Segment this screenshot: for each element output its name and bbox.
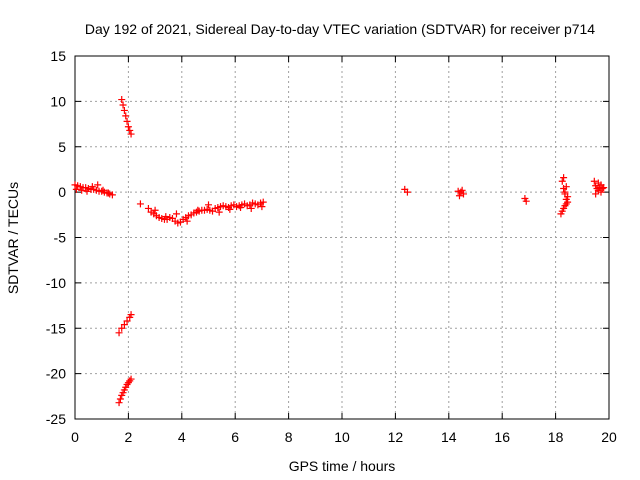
data-point	[116, 395, 124, 403]
data-point	[247, 204, 255, 212]
data-point	[127, 375, 135, 383]
data-point	[590, 177, 598, 185]
data-point	[564, 198, 572, 206]
data-point	[172, 210, 180, 218]
x-tick-label: 10	[334, 429, 350, 445]
data-point	[459, 190, 467, 198]
x-axis-label: GPS time / hours	[289, 458, 396, 474]
data-point	[124, 123, 132, 131]
y-axis-label: SDTVAR / TECUs	[5, 182, 21, 294]
segment-5	[144, 198, 267, 227]
data-points	[71, 96, 608, 407]
x-tick-label: 0	[71, 429, 79, 445]
segment-7	[454, 186, 467, 200]
data-point	[123, 117, 131, 125]
data-point	[403, 188, 411, 196]
segment-4	[136, 200, 144, 208]
x-tick-label: 4	[178, 429, 186, 445]
y-tick-label: 5	[58, 139, 66, 155]
data-point	[597, 188, 605, 196]
segment-10	[557, 198, 572, 218]
chart-title: Day 192 of 2021, Sidereal Day-to-day VTE…	[85, 21, 595, 37]
segment-9	[558, 174, 572, 203]
data-point	[594, 179, 602, 187]
y-tick-label: -20	[46, 366, 66, 382]
data-point	[237, 204, 245, 212]
data-point	[205, 201, 212, 209]
x-tick-label: 6	[231, 429, 239, 445]
data-point	[126, 126, 134, 134]
x-tick-label: 2	[125, 429, 133, 445]
data-point	[127, 130, 135, 138]
data-point	[72, 185, 80, 193]
data-point	[108, 191, 116, 199]
y-tick-label: -15	[46, 320, 66, 336]
data-point	[194, 206, 202, 214]
data-point	[522, 197, 530, 205]
y-tick-label: 15	[50, 48, 66, 64]
data-point	[115, 399, 123, 407]
x-tick-labels: 0 2 4 6 8 10 12 14 16 18 20	[71, 429, 617, 445]
data-point	[258, 203, 266, 211]
segment-6	[401, 185, 411, 196]
y-tick-labels: -25 -20 -15 -10 -5 0 5 10 15	[46, 48, 66, 427]
data-point	[598, 184, 606, 192]
data-point	[144, 204, 152, 212]
data-point	[600, 184, 608, 192]
grid-lines	[75, 56, 609, 419]
data-point	[119, 101, 127, 109]
x-tick-label: 14	[441, 429, 457, 445]
data-point	[136, 200, 144, 208]
segment-2	[115, 311, 135, 337]
segment-8	[521, 194, 530, 205]
data-point	[78, 186, 86, 194]
data-point	[151, 206, 159, 214]
x-tick-label: 16	[494, 429, 510, 445]
data-point	[120, 106, 128, 114]
segment-1	[118, 96, 135, 138]
y-tick-label: -5	[54, 230, 67, 246]
data-point	[458, 186, 466, 194]
data-point	[183, 217, 191, 225]
data-point	[104, 189, 112, 197]
data-point	[83, 187, 91, 195]
y-tick-label: 0	[58, 184, 66, 200]
data-point	[558, 177, 566, 185]
y-tick-label: -25	[46, 411, 66, 427]
data-point	[226, 205, 234, 213]
data-point	[99, 186, 107, 194]
y-tick-label: -10	[46, 275, 66, 291]
segment-0	[71, 181, 116, 199]
y-tick-label: 10	[50, 93, 66, 109]
data-point	[560, 174, 568, 182]
x-tick-label: 18	[548, 429, 564, 445]
data-point	[115, 329, 123, 337]
data-point	[162, 213, 170, 221]
data-point	[259, 198, 267, 206]
data-point	[118, 96, 126, 104]
data-point	[592, 190, 600, 198]
x-tick-label: 8	[285, 429, 293, 445]
data-point	[561, 188, 569, 196]
data-point	[562, 183, 570, 191]
data-point	[123, 317, 131, 325]
x-tick-label: 12	[388, 429, 404, 445]
data-point	[215, 208, 223, 216]
segment-11	[590, 177, 608, 198]
segment-3	[115, 375, 135, 407]
data-point	[455, 192, 463, 200]
x-tick-label: 20	[601, 429, 617, 445]
data-point	[88, 183, 96, 191]
data-point	[94, 181, 102, 189]
data-point	[118, 324, 126, 332]
axis-ticks	[74, 55, 610, 420]
data-point	[122, 112, 130, 120]
data-point	[120, 321, 128, 329]
data-point	[127, 311, 135, 319]
